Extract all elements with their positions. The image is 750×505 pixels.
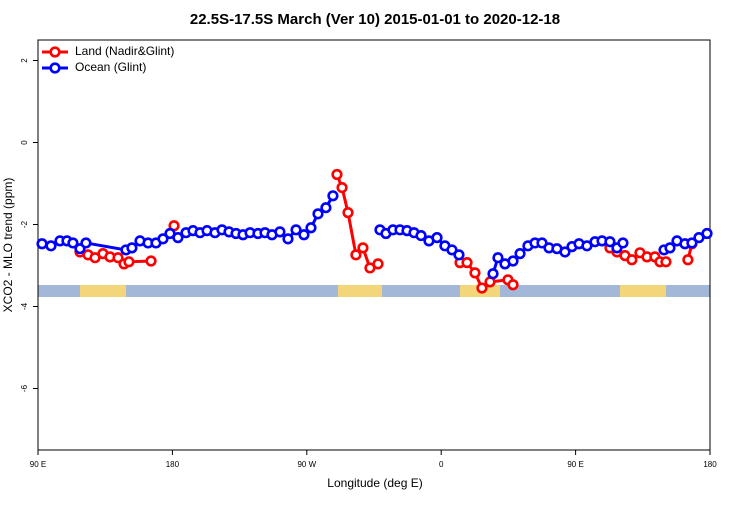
data-point [469,267,481,279]
data-point [312,208,324,220]
y-tick-label: -4 [20,302,29,310]
x-tick-label: 90 E [30,460,46,469]
data-point [290,224,302,236]
data-point [145,255,157,267]
y-tick-label: -6 [20,384,29,392]
x-axis-label: Longitude (deg E) [327,476,422,490]
data-point [604,236,616,248]
legend-label: Ocean (Glint) [75,60,146,74]
legend-marker [49,46,61,58]
data-point [507,279,519,291]
data-point [559,246,571,258]
data-point [342,207,354,219]
data-point [274,226,286,238]
x-tick-label: 90 W [297,460,316,469]
data-point [357,242,369,254]
data-point [327,190,339,202]
data-point [701,227,713,240]
chart-title: 22.5S-17.5S March (Ver 10) 2015-01-01 to… [190,11,560,28]
data-point [492,252,504,264]
x-tick-label: 90 E [567,460,583,469]
y-tick-label: 2 [20,58,29,63]
data-point [415,229,427,242]
x-tick-label: 0 [439,460,444,469]
data-point [282,233,294,245]
data-point [36,238,48,250]
data-point [157,233,169,245]
land-patch [620,285,666,297]
x-tick-label: 180 [166,460,180,469]
data-point [476,282,488,294]
data-point [172,232,184,244]
data-point [487,268,499,280]
data-point [372,258,384,270]
data-point [350,249,362,261]
data-point [514,248,526,260]
y-tick-label: -2 [20,220,29,228]
data-point [686,237,698,249]
data-point [331,168,343,181]
data-point [453,249,465,261]
data-point [461,257,473,269]
data-point [617,237,629,249]
land-ocean-strip [38,285,710,297]
data-point [126,242,138,254]
data-point [80,237,92,249]
data-point [336,182,348,194]
data-point [123,256,135,268]
land-patch [80,285,126,297]
x-tick-label: 180 [703,460,717,469]
data-point [660,256,672,268]
land-patch [338,285,382,297]
data-point [320,202,332,214]
y-axis-label: XCO2 - MLO trend (ppm) [1,178,15,313]
data-point [67,237,79,249]
data-point [431,232,443,244]
data-point [664,242,676,254]
legend-label: Land (Nadir&Glint) [75,44,174,58]
data-point [45,240,57,252]
data-point [305,222,317,234]
y-tick-label: 0 [20,140,29,145]
data-point [507,255,519,267]
data-point [536,237,548,249]
data-point [298,229,310,241]
data-point [446,244,458,256]
legend-marker [49,62,61,74]
data-point [626,254,638,266]
data-point [682,254,694,266]
